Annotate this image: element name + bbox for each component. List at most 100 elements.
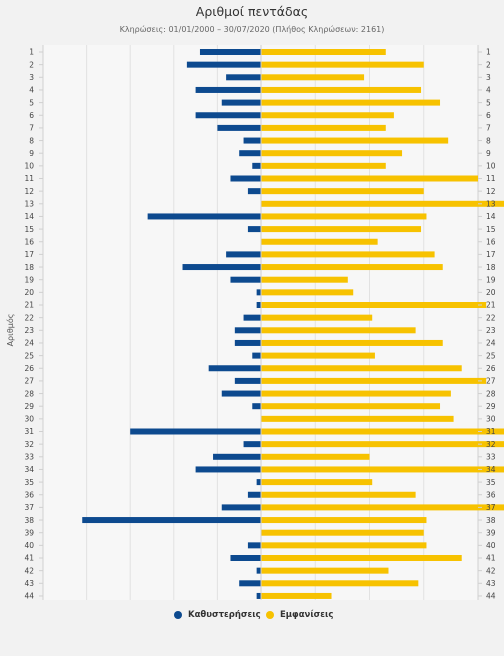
bar-delays-38 [82, 517, 262, 524]
bar-appearances-31 [261, 428, 504, 435]
y-tick-right-33: 33 [486, 453, 496, 462]
bar-appearances-27 [261, 377, 487, 384]
y-tick-left-1: 1 [29, 48, 34, 57]
bar-delays-36 [247, 491, 261, 498]
bar-delays-24 [234, 339, 261, 346]
bar-delays-22 [243, 314, 261, 321]
bar-appearances-34 [261, 466, 504, 473]
y-tick-left-16: 16 [24, 237, 34, 246]
bar-appearances-38 [261, 517, 427, 524]
y-tick-left-36: 36 [24, 490, 34, 499]
y-tick-right-25: 25 [486, 351, 496, 360]
legend-item-appearances[interactable]: Εμφανίσεις [266, 609, 333, 621]
y-tick-left-44: 44 [24, 592, 34, 600]
bar-delays-15 [247, 226, 261, 233]
y-tick-left-6: 6 [29, 111, 34, 120]
bar-appearances-13 [261, 200, 504, 207]
y-tick-left-30: 30 [24, 415, 34, 424]
bar-delays-23 [234, 327, 261, 334]
y-tick-right-17: 17 [486, 250, 496, 259]
bar-delays-14 [147, 213, 261, 220]
bar-delays-8 [243, 137, 261, 144]
y-tick-left-11: 11 [24, 174, 34, 183]
chart-plot: 5040302010020406080112233445566778899101… [5, 45, 504, 600]
bar-appearances-9 [261, 150, 403, 157]
y-tick-right-10: 10 [486, 162, 496, 171]
bar-appearances-1 [261, 49, 386, 55]
y-tick-right-18: 18 [486, 263, 496, 272]
bar-appearances-29 [261, 403, 441, 410]
bar-delays-27 [234, 377, 261, 384]
bar-appearances-30 [261, 415, 454, 422]
y-tick-left-43: 43 [24, 579, 34, 588]
bar-delays-2 [186, 61, 261, 68]
bar-appearances-40 [261, 542, 427, 549]
bar-appearances-32 [261, 441, 504, 448]
y-tick-left-38: 38 [24, 516, 34, 525]
bar-delays-3 [226, 74, 261, 81]
legend-marker-appearances [266, 611, 274, 619]
y-tick-left-34: 34 [24, 465, 34, 474]
bar-appearances-11 [261, 175, 478, 182]
bar-appearances-4 [261, 86, 422, 93]
y-tick-right-21: 21 [486, 301, 496, 310]
y-tick-right-37: 37 [486, 503, 496, 512]
y-tick-left-12: 12 [24, 187, 34, 196]
bar-delays-4 [195, 86, 261, 93]
legend-item-delays[interactable]: Καθυστερήσεις [174, 609, 261, 621]
bar-delays-21 [256, 302, 261, 308]
y-tick-right-40: 40 [486, 541, 496, 550]
y-tick-right-44: 44 [486, 592, 496, 600]
y-tick-left-26: 26 [24, 364, 34, 373]
bar-delays-6 [195, 112, 261, 119]
y-tick-left-18: 18 [24, 263, 34, 272]
bar-delays-34 [195, 466, 261, 473]
y-tick-left-33: 33 [24, 453, 34, 462]
y-tick-right-24: 24 [486, 339, 496, 348]
y-tick-left-17: 17 [24, 250, 34, 259]
bar-delays-20 [256, 289, 261, 296]
y-tick-right-6: 6 [486, 111, 491, 120]
bar-appearances-7 [261, 124, 386, 131]
bar-appearances-12 [261, 188, 424, 195]
y-tick-right-15: 15 [486, 225, 496, 234]
y-tick-left-32: 32 [24, 440, 34, 449]
y-tick-left-19: 19 [24, 275, 34, 284]
y-tick-left-5: 5 [29, 98, 34, 107]
bar-delays-17 [226, 251, 261, 258]
bar-appearances-17 [261, 251, 435, 258]
y-tick-right-14: 14 [486, 212, 496, 221]
bar-delays-1 [199, 49, 261, 55]
bar-appearances-28 [261, 390, 451, 397]
bar-delays-42 [256, 567, 261, 574]
y-tick-left-39: 39 [24, 528, 34, 537]
y-tick-left-37: 37 [24, 503, 34, 512]
bar-delays-33 [213, 453, 261, 460]
bar-delays-5 [221, 99, 261, 106]
y-tick-right-5: 5 [486, 98, 491, 107]
legend-label-delays: Καθυστερήσεις [188, 610, 261, 620]
y-tick-left-35: 35 [24, 478, 34, 487]
bar-delays-37 [221, 504, 261, 511]
y-tick-right-9: 9 [486, 149, 491, 158]
y-tick-left-10: 10 [24, 162, 34, 171]
y-tick-right-36: 36 [486, 490, 496, 499]
y-tick-left-7: 7 [29, 124, 34, 133]
bar-delays-7 [217, 124, 261, 131]
bar-delays-41 [230, 555, 261, 561]
bar-delays-35 [256, 479, 261, 486]
y-tick-right-19: 19 [486, 275, 496, 284]
y-tick-left-29: 29 [24, 402, 34, 411]
bar-appearances-42 [261, 567, 389, 574]
bar-delays-19 [230, 276, 261, 283]
y-tick-right-26: 26 [486, 364, 496, 373]
legend-label-appearances: Εμφανίσεις [280, 610, 334, 620]
bar-delays-43 [239, 580, 261, 587]
bar-delays-40 [247, 542, 261, 549]
bar-appearances-36 [261, 491, 416, 498]
y-tick-right-29: 29 [486, 402, 496, 411]
y-tick-right-30: 30 [486, 415, 496, 424]
y-tick-right-39: 39 [486, 528, 496, 537]
bar-appearances-41 [261, 555, 462, 561]
bar-appearances-15 [261, 226, 422, 233]
